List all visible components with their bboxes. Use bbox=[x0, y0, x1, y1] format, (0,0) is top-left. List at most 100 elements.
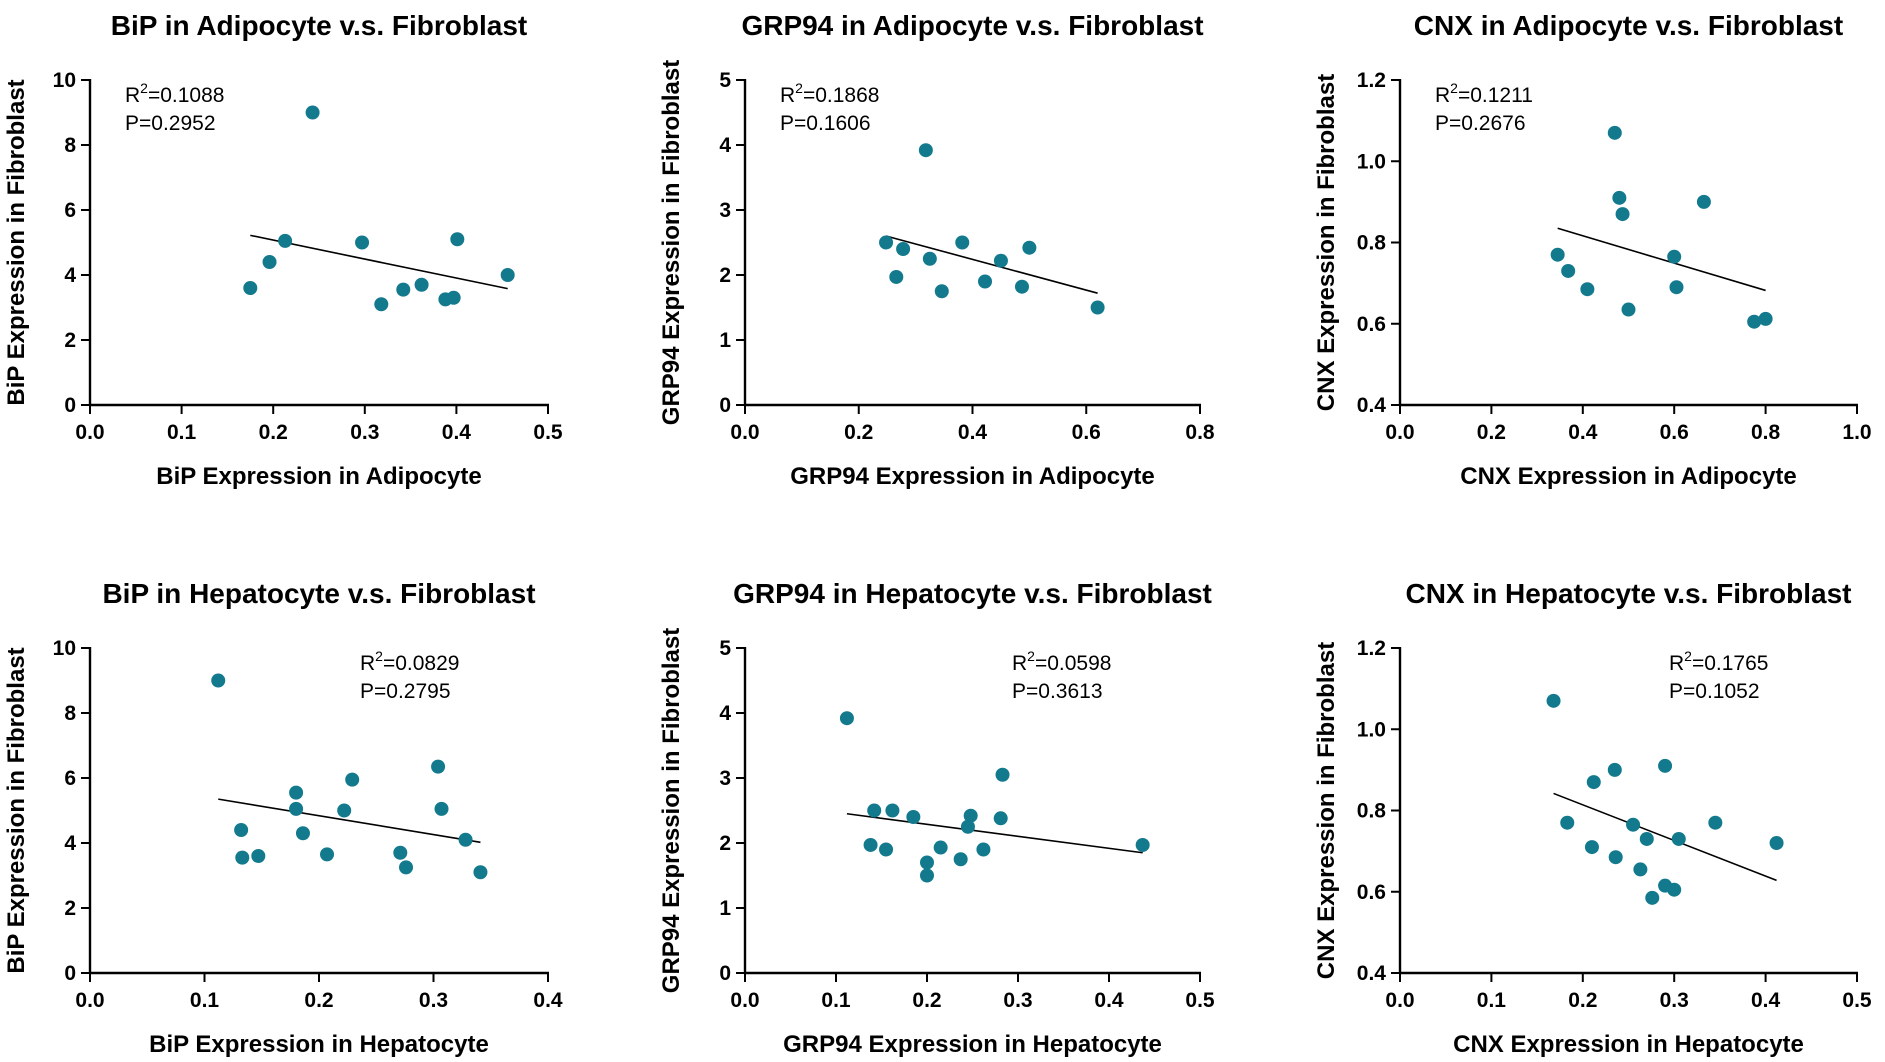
x-tick-label: 0.5 bbox=[1185, 989, 1215, 1012]
x-axis-title: BiP Expression in Hepatocyte bbox=[149, 1031, 489, 1058]
data-point bbox=[953, 852, 968, 867]
data-point bbox=[960, 819, 975, 834]
x-axis-title: BiP Expression in Adipocyte bbox=[156, 463, 481, 490]
x-tick-label: 0.3 bbox=[1660, 989, 1689, 1012]
r-squared-exponent: 2 bbox=[375, 648, 383, 664]
data-point bbox=[1626, 817, 1641, 832]
data-point bbox=[839, 711, 854, 726]
data-point bbox=[896, 242, 911, 256]
data-point bbox=[922, 251, 937, 266]
data-point bbox=[295, 826, 310, 841]
data-point bbox=[1669, 280, 1684, 295]
y-axis-title: CNX Expression in Fibroblast bbox=[1313, 642, 1340, 979]
data-point bbox=[1561, 263, 1576, 278]
r-squared-symbol: R bbox=[1012, 652, 1027, 675]
y-tick-label: 2 bbox=[719, 832, 731, 855]
y-tick-label: 8 bbox=[64, 702, 76, 725]
data-point bbox=[1135, 837, 1150, 852]
y-tick-label: 3 bbox=[719, 767, 731, 790]
r-squared-label: R2=0.0829 bbox=[360, 648, 459, 675]
x-tick-label: 0.2 bbox=[1568, 989, 1597, 1012]
x-tick-label: 0.2 bbox=[1477, 421, 1506, 444]
data-point bbox=[1546, 693, 1561, 708]
data-point bbox=[289, 801, 304, 816]
x-tick-label: 0.8 bbox=[1751, 421, 1781, 444]
p-value-label: P=0.3613 bbox=[1012, 680, 1103, 703]
y-tick-label: 2 bbox=[719, 264, 731, 287]
data-point bbox=[1607, 762, 1622, 777]
chart-panel-4: BiP in Hepatocyte v.s. Fibroblast 0.0 0.1 0… bbox=[3, 578, 563, 1058]
x-tick-label: 0.3 bbox=[350, 421, 379, 444]
chart-panel-6: CNX in Hepatocyte v.s. Fibroblast 0.0 0.1 0… bbox=[1313, 578, 1872, 1058]
y-tick-label: 1 bbox=[719, 897, 731, 920]
chart-panel-3: CNX in Adipocyte v.s. Fibroblast 0.0 0.2 0.… bbox=[1313, 10, 1872, 490]
data-point bbox=[1022, 240, 1037, 255]
data-point bbox=[920, 855, 934, 870]
data-point bbox=[374, 297, 389, 312]
y-tick-label: 0.4 bbox=[1357, 962, 1387, 985]
y-axis-title: BiP Expression in Fibroblast bbox=[3, 79, 30, 405]
data-point bbox=[1560, 815, 1575, 830]
y-tick-label: 1.2 bbox=[1357, 69, 1386, 92]
x-tick-label: 0.6 bbox=[1660, 421, 1689, 444]
data-point bbox=[337, 803, 352, 818]
y-tick-label: 0 bbox=[64, 962, 76, 985]
data-point bbox=[1607, 125, 1622, 140]
data-point bbox=[867, 803, 882, 818]
data-point bbox=[1658, 758, 1673, 773]
y-tick-label: 10 bbox=[53, 637, 76, 660]
data-point bbox=[434, 801, 449, 816]
data-point bbox=[1584, 840, 1599, 855]
x-tick-label: 0.6 bbox=[1072, 421, 1101, 444]
x-tick-label: 0.3 bbox=[1003, 989, 1032, 1012]
x-axis-title: CNX Expression in Hepatocyte bbox=[1453, 1031, 1804, 1058]
r-squared-symbol: R bbox=[125, 84, 140, 107]
p-value-label: P=0.2795 bbox=[360, 680, 451, 703]
data-point bbox=[993, 253, 1008, 268]
regression-line bbox=[1557, 227, 1766, 292]
data-point bbox=[1769, 836, 1784, 850]
data-point bbox=[243, 281, 258, 295]
y-tick-label: 6 bbox=[64, 767, 76, 790]
y-tick-label: 2 bbox=[64, 329, 76, 352]
x-tick-label: 0.0 bbox=[75, 989, 104, 1012]
y-tick-label: 3 bbox=[719, 199, 731, 222]
x-tick-label: 0.8 bbox=[1185, 421, 1215, 444]
r-squared-exponent: 2 bbox=[1684, 648, 1692, 664]
data-point bbox=[446, 290, 461, 305]
data-point bbox=[320, 847, 335, 862]
r-squared-symbol: R bbox=[1435, 84, 1450, 107]
chart-title: GRP94 in Hepatocyte v.s. Fibroblast bbox=[733, 578, 1212, 609]
data-point bbox=[889, 269, 904, 284]
data-point bbox=[1667, 882, 1682, 897]
x-tick-label: 0.2 bbox=[304, 989, 333, 1012]
r-squared-exponent: 2 bbox=[795, 80, 803, 96]
data-point bbox=[355, 235, 370, 250]
chart-title: GRP94 in Adipocyte v.s. Fibroblast bbox=[741, 10, 1203, 41]
data-point bbox=[863, 837, 878, 852]
data-point bbox=[885, 803, 900, 818]
chart-panel-2: GRP94 in Adipocyte v.s. Fibroblast 0.0 0.2… bbox=[658, 10, 1215, 490]
x-tick-label: 0.3 bbox=[419, 989, 448, 1012]
data-point bbox=[278, 233, 293, 248]
data-point bbox=[879, 842, 894, 857]
data-point bbox=[262, 255, 277, 269]
r-squared-label: R2=0.1868 bbox=[780, 80, 879, 107]
x-tick-label: 0.0 bbox=[730, 989, 759, 1012]
data-point bbox=[431, 759, 446, 774]
data-point bbox=[211, 673, 226, 688]
r-squared-label: R2=0.1088 bbox=[125, 80, 224, 107]
x-tick-label: 0.2 bbox=[259, 421, 288, 444]
y-tick-label: 4 bbox=[64, 832, 76, 855]
data-point bbox=[414, 277, 429, 292]
data-point bbox=[906, 810, 921, 824]
r-squared-symbol: R bbox=[780, 84, 795, 107]
data-point bbox=[450, 232, 465, 247]
x-tick-label: 0.2 bbox=[844, 421, 873, 444]
data-point bbox=[933, 840, 948, 855]
y-tick-label: 1.2 bbox=[1357, 637, 1386, 660]
chart-title: BiP in Adipocyte v.s. Fibroblast bbox=[111, 10, 527, 41]
r-squared-label: R2=0.1211 bbox=[1435, 80, 1533, 107]
y-tick-label: 2 bbox=[64, 897, 76, 920]
